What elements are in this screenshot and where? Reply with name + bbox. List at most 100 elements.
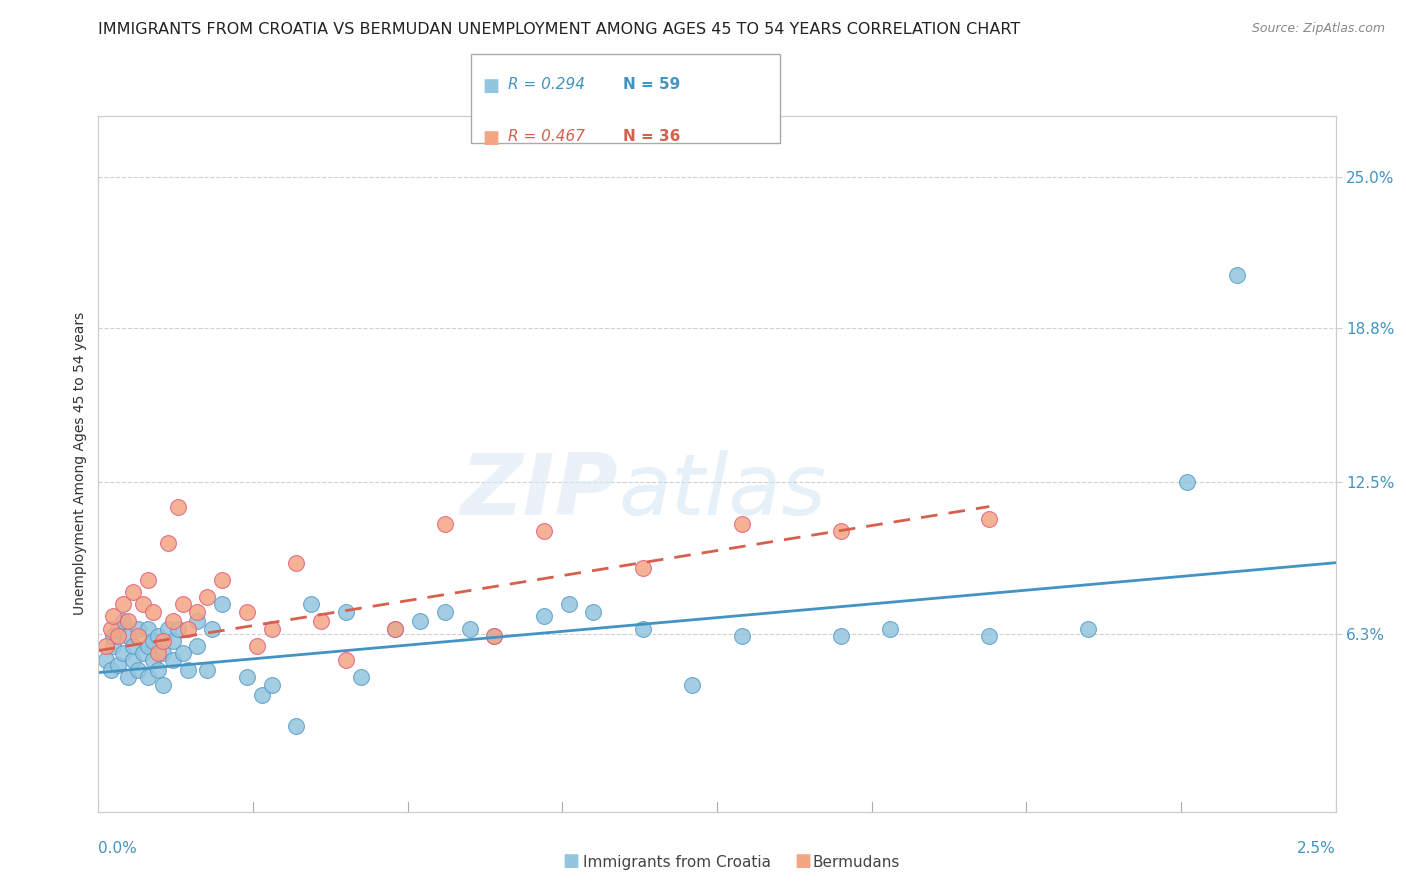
Point <box>484 629 506 643</box>
Point <box>236 670 259 684</box>
Point <box>142 605 165 619</box>
Point <box>162 653 184 667</box>
Text: ■: ■ <box>794 852 811 870</box>
Point <box>152 646 174 660</box>
Point <box>103 639 125 653</box>
Point <box>195 663 218 677</box>
Text: Source: ZipAtlas.com: Source: ZipAtlas.com <box>1251 22 1385 36</box>
Point <box>122 653 145 667</box>
Text: ■: ■ <box>482 129 499 147</box>
Point <box>186 615 208 629</box>
Point <box>127 629 149 643</box>
Point <box>166 500 188 514</box>
Point <box>100 622 122 636</box>
Point <box>979 629 1001 643</box>
Point <box>117 629 139 643</box>
Point <box>146 646 169 660</box>
Point <box>176 622 198 636</box>
Point <box>533 609 555 624</box>
Point <box>103 609 125 624</box>
Point <box>582 605 605 619</box>
Text: ■: ■ <box>482 77 499 95</box>
Text: R = 0.467: R = 0.467 <box>508 129 585 145</box>
Point <box>132 646 155 660</box>
Point <box>384 622 406 636</box>
Point <box>162 615 184 629</box>
Text: N = 59: N = 59 <box>623 77 681 92</box>
Point <box>122 639 145 653</box>
Point <box>236 605 259 619</box>
Point <box>152 678 174 692</box>
Point <box>433 605 456 619</box>
Point <box>112 597 135 611</box>
Text: IMMIGRANTS FROM CROATIA VS BERMUDAN UNEMPLOYMENT AMONG AGES 45 TO 54 YEARS CORRE: IMMIGRANTS FROM CROATIA VS BERMUDAN UNEM… <box>98 22 1021 37</box>
Point <box>136 622 159 636</box>
Point <box>186 605 208 619</box>
Point <box>107 658 129 673</box>
Point <box>127 622 149 636</box>
Point <box>211 597 233 611</box>
Point <box>409 615 432 629</box>
Point <box>246 639 269 653</box>
Point <box>335 653 357 667</box>
Point <box>156 536 179 550</box>
Point <box>152 633 174 648</box>
Point <box>103 629 125 643</box>
Point <box>107 629 129 643</box>
Point <box>879 622 901 636</box>
Point <box>250 688 273 702</box>
Point <box>1175 475 1198 490</box>
Point <box>162 633 184 648</box>
Point <box>117 670 139 684</box>
Text: Immigrants from Croatia: Immigrants from Croatia <box>583 855 772 870</box>
Point <box>156 622 179 636</box>
Text: ZIP: ZIP <box>460 450 619 533</box>
Text: atlas: atlas <box>619 450 827 533</box>
Point <box>112 646 135 660</box>
Point <box>260 678 283 692</box>
Point <box>117 615 139 629</box>
Point <box>176 663 198 677</box>
Point <box>731 516 754 531</box>
Point <box>1226 268 1249 282</box>
Point <box>122 585 145 599</box>
Point <box>979 512 1001 526</box>
Point <box>335 605 357 619</box>
Point <box>186 639 208 653</box>
Point <box>211 573 233 587</box>
Point <box>557 597 579 611</box>
Point <box>285 556 308 570</box>
Point <box>136 573 159 587</box>
Point <box>94 653 117 667</box>
Point <box>195 590 218 604</box>
Point <box>166 622 188 636</box>
Point <box>100 663 122 677</box>
Point <box>731 629 754 643</box>
Point <box>681 678 703 692</box>
Point <box>1077 622 1099 636</box>
Point <box>533 524 555 538</box>
Text: Bermudans: Bermudans <box>813 855 900 870</box>
Text: R = 0.294: R = 0.294 <box>508 77 585 92</box>
Point <box>142 633 165 648</box>
Y-axis label: Unemployment Among Ages 45 to 54 years: Unemployment Among Ages 45 to 54 years <box>73 312 87 615</box>
Point <box>830 524 852 538</box>
Point <box>172 597 194 611</box>
Point <box>146 663 169 677</box>
Point <box>484 629 506 643</box>
Point <box>94 639 117 653</box>
Point <box>433 516 456 531</box>
Point <box>146 629 169 643</box>
Point <box>631 622 654 636</box>
Point <box>299 597 322 611</box>
Point <box>384 622 406 636</box>
Point <box>260 622 283 636</box>
Point <box>285 719 308 733</box>
Point <box>458 622 481 636</box>
Point <box>112 615 135 629</box>
Text: 2.5%: 2.5% <box>1296 841 1336 856</box>
Point <box>172 646 194 660</box>
Point <box>350 670 373 684</box>
Point <box>142 653 165 667</box>
Point <box>136 670 159 684</box>
